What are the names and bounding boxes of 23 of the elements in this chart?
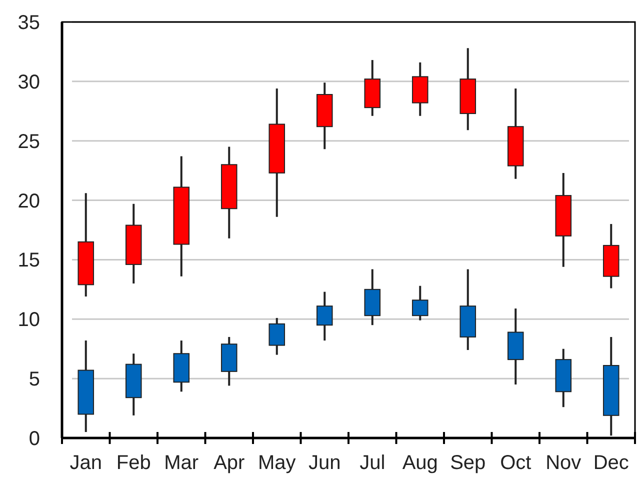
x-tick-label: Jan (70, 452, 102, 474)
y-tick-label: 10 (18, 309, 40, 332)
x-tick-label: Dec (593, 452, 629, 474)
x-tick-label: Mar (164, 452, 199, 474)
x-tick-label: Feb (116, 452, 151, 474)
x-tick-label: Jun (308, 452, 341, 474)
x-tick-label: Apr (214, 452, 246, 474)
y-tick-label: 30 (18, 71, 40, 94)
y-tick-label: 0 (28, 428, 40, 450)
y-tick-label: 25 (18, 130, 40, 153)
x-tick-label: Sep (450, 452, 486, 474)
x-tick-label: Oct (500, 452, 532, 474)
y-tick-label: 15 (18, 250, 40, 272)
candlestick (412, 284, 428, 322)
y-tick-label: 20 (18, 190, 40, 212)
candlestick (268, 316, 286, 356)
x-tick-label: Nov (546, 452, 582, 474)
x-tick-label: Aug (402, 452, 438, 474)
y-tick-label: 5 (28, 368, 40, 391)
y-tick-label: 35 (18, 12, 40, 34)
x-tick-label: May (258, 452, 296, 474)
x-tick-label: Jul (360, 452, 386, 474)
candlestick (316, 290, 333, 342)
